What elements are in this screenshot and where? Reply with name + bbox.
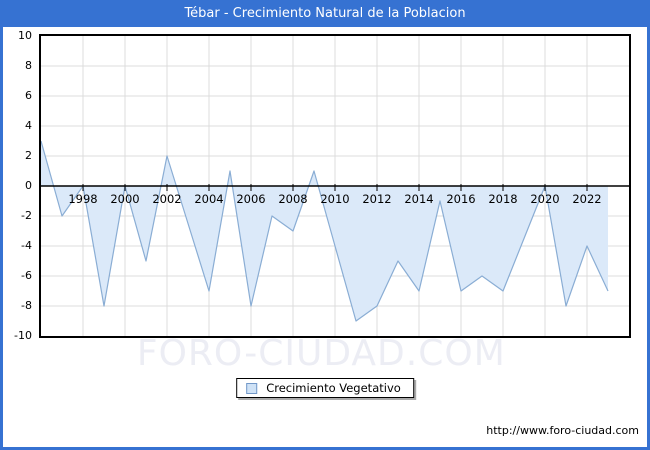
x-tick-label: 2012 — [362, 192, 391, 206]
x-tick-label: 2014 — [404, 192, 433, 206]
series-line — [41, 140, 609, 322]
y-tick-label: -6 — [21, 269, 32, 282]
x-tick-label: 2016 — [446, 192, 475, 206]
legend-box: Crecimiento Vegetativo — [236, 378, 414, 398]
y-tick-label: 6 — [25, 89, 32, 102]
x-tick-label: 2002 — [152, 192, 181, 206]
x-tick-label: 2004 — [194, 192, 223, 206]
legend-label: Crecimiento Vegetativo — [266, 381, 401, 395]
y-tick-label: 4 — [25, 119, 32, 132]
y-tick-label: 2 — [25, 149, 32, 162]
legend-swatch-icon — [246, 382, 258, 394]
x-tick-label: 2000 — [110, 192, 139, 206]
x-tick-label: 2008 — [278, 192, 307, 206]
x-tick-label: 2018 — [488, 192, 517, 206]
chart-canvas: 1998 2000 2002 2004 2006 2008 2010 2012 2014 2016… — [41, 36, 629, 336]
y-tick-label: 8 — [25, 59, 32, 72]
x-tick-label: 2006 — [236, 192, 265, 206]
y-tick-label: -4 — [21, 239, 32, 252]
footer-url[interactable]: http://www.foro-ciudad.com — [486, 424, 639, 437]
chart-title: Tébar - Crecimiento Natural de la Poblac… — [184, 6, 466, 21]
title-bar: Tébar - Crecimiento Natural de la Poblac… — [3, 0, 647, 27]
x-tick-label: 1998 — [68, 192, 97, 206]
x-tick-label: 2022 — [572, 192, 601, 206]
y-tick-label: 10 — [18, 29, 32, 42]
x-tick-label: 2020 — [530, 192, 559, 206]
x-tick-label: 2010 — [320, 192, 349, 206]
y-tick-label: 0 — [25, 179, 32, 192]
series-area — [41, 141, 608, 321]
watermark-text: FORO-CIUDAD.COM — [136, 333, 506, 374]
plot-area: 1998 2000 2002 2004 2006 2008 2010 2012 2014 2016… — [39, 34, 631, 338]
y-tick-label: -8 — [21, 299, 32, 312]
y-tick-label: -2 — [21, 209, 32, 222]
y-tick-label: -10 — [14, 329, 32, 342]
